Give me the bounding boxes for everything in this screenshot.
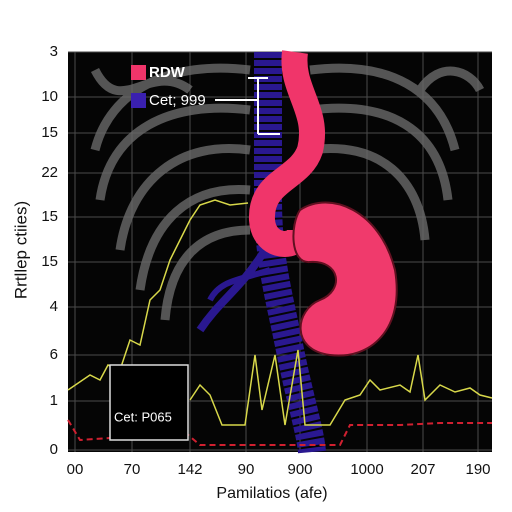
bracket (215, 77, 280, 135)
legend-label: Cet; 999 (149, 92, 206, 109)
red-dashed-line (67, 419, 492, 446)
y-tick-label: 15 (41, 208, 58, 225)
yellow-line-2 (189, 349, 493, 426)
annotation-text: Cet: P065 (114, 409, 172, 424)
y-tick-label: 22 (41, 164, 58, 181)
yellow-line (67, 199, 249, 391)
x-tick-label: 70 (124, 461, 141, 478)
y-tick-label: 3 (50, 43, 58, 60)
annotation-box: Cet: P065 (109, 364, 189, 441)
x-tick-label: 00 (67, 461, 84, 478)
y-tick-label: 1 (50, 392, 58, 409)
x-tick-label: 900 (287, 461, 312, 478)
legend-swatch (131, 93, 146, 108)
y-tick-label: 10 (41, 88, 58, 105)
x-tick-label: 142 (177, 461, 202, 478)
y-tick-label: 15 (41, 124, 58, 141)
x-tick-label: 207 (410, 461, 435, 478)
x-tick-label: 90 (238, 461, 255, 478)
legend-swatch (131, 65, 146, 80)
y-tick-label: 15 (41, 253, 58, 270)
organ (249, 50, 398, 357)
y-tick-label: 6 (50, 346, 58, 363)
legend-label: RDW (149, 64, 186, 81)
annotation-frame (109, 364, 189, 441)
y-tick-label: 0 (50, 441, 58, 458)
x-tick-labels: 00 70 142 90 900 1000 207 190 (67, 461, 491, 478)
legend: RDW Cet; 999 (131, 64, 280, 135)
x-axis-title: Pamilatios (afe) (216, 485, 327, 502)
x-tick-label: 190 (465, 461, 490, 478)
y-tick-label: 4 (50, 298, 58, 315)
ribcage (90, 63, 485, 321)
y-axis-title: Rrtllep ctiies) (11, 201, 30, 299)
x-tick-label: 1000 (350, 461, 383, 478)
